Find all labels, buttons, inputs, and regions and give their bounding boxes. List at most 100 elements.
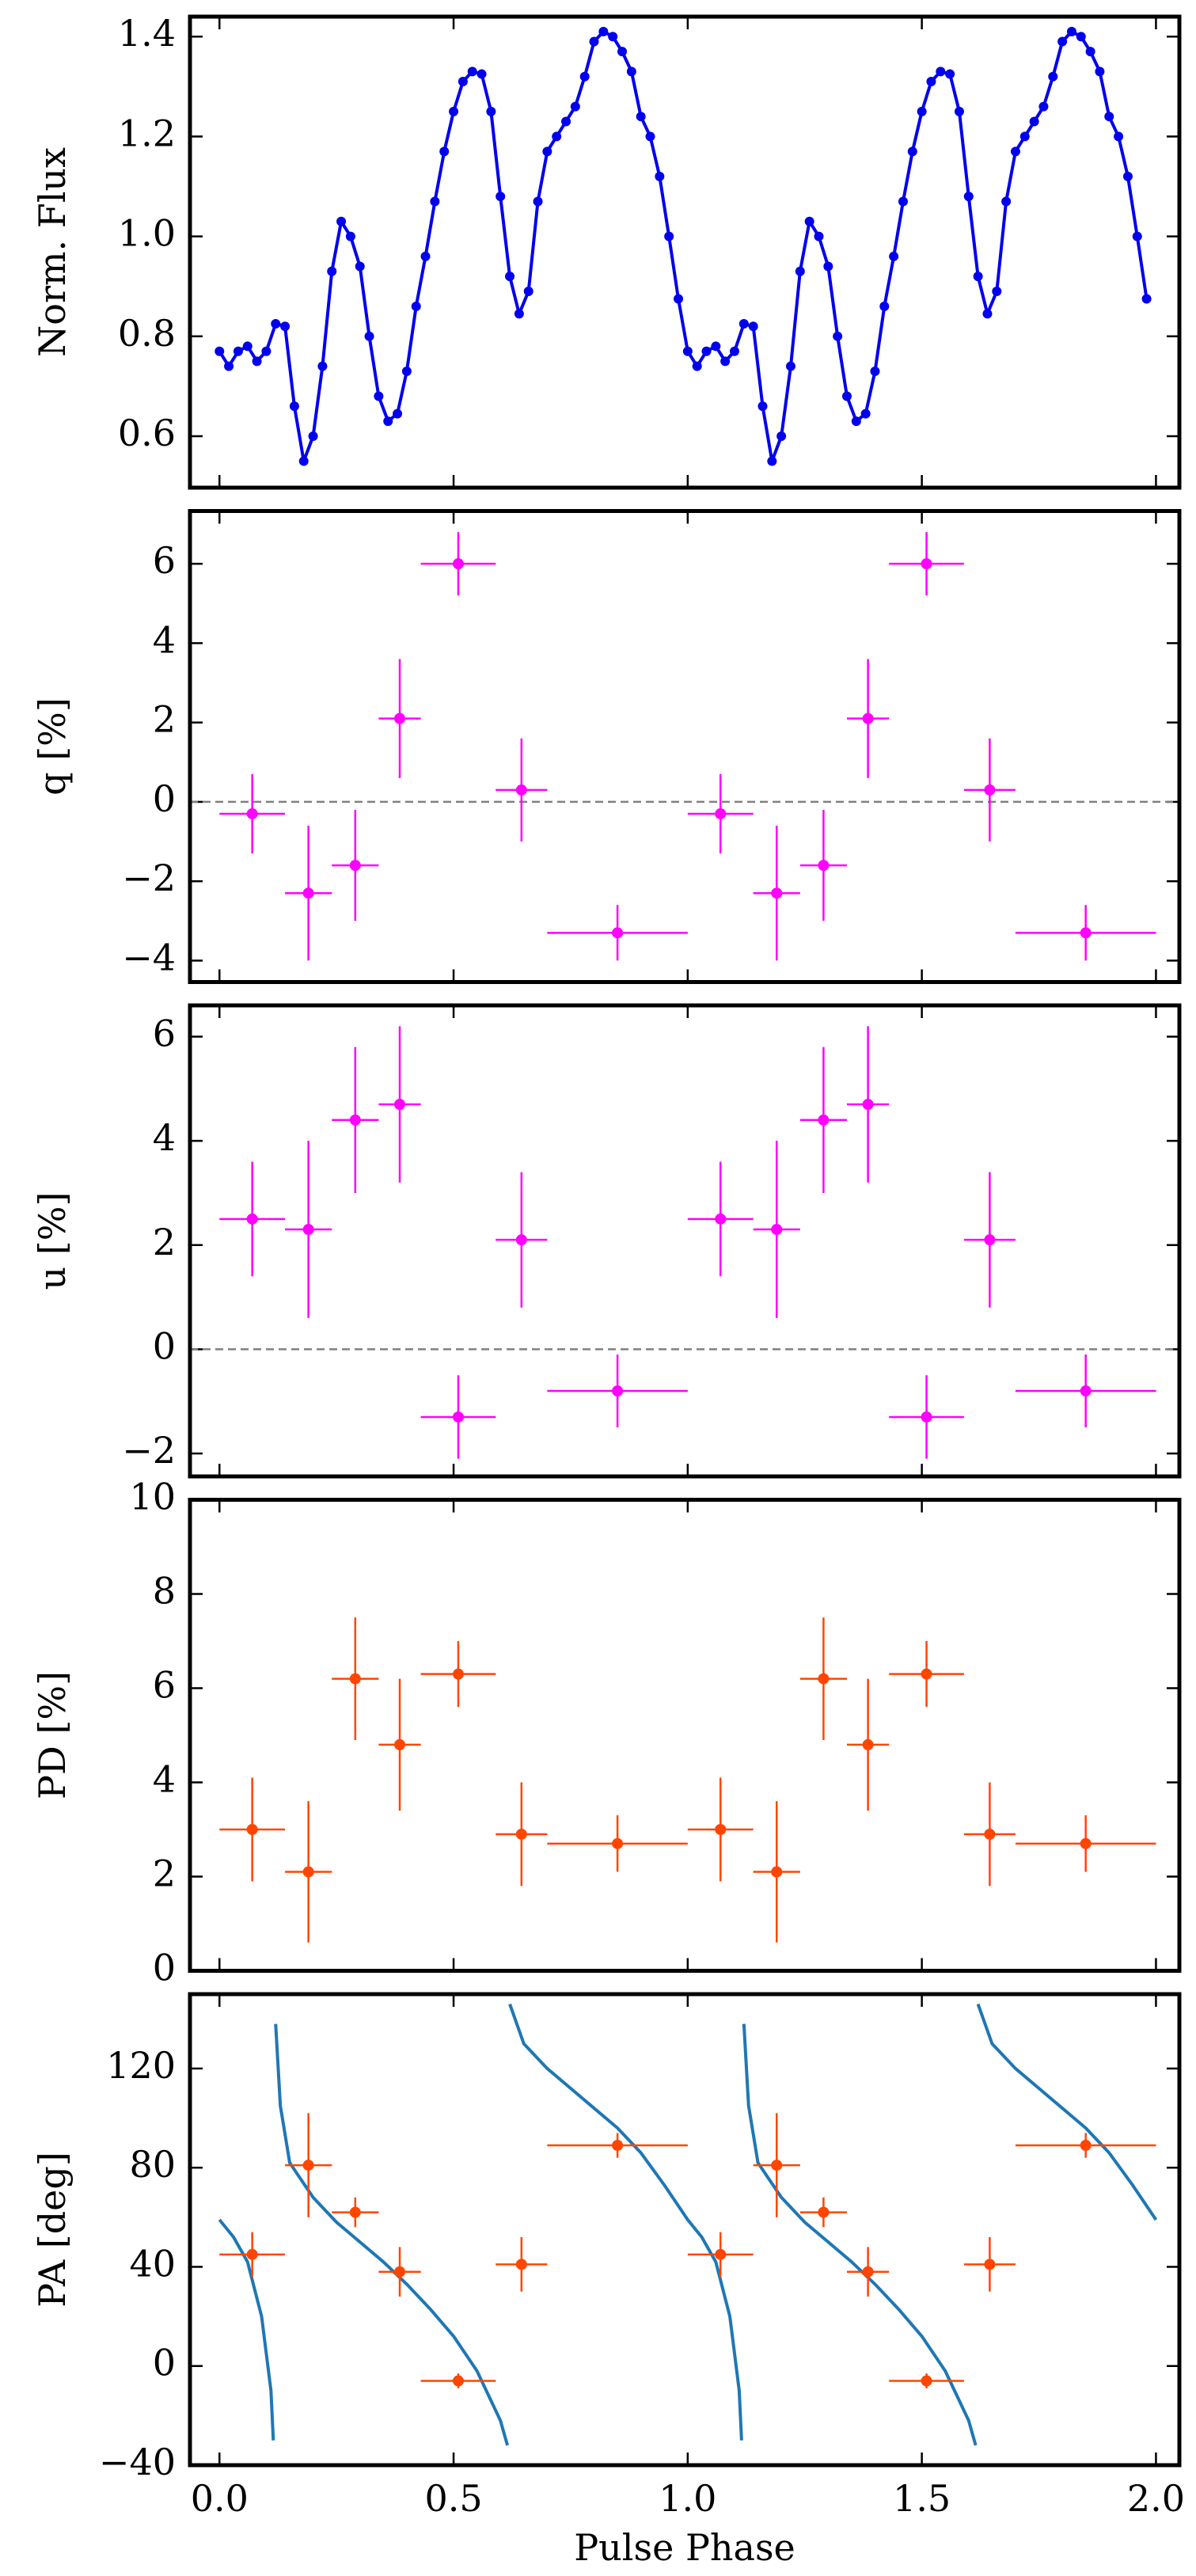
point	[495, 192, 506, 202]
point	[505, 272, 515, 282]
point	[355, 261, 365, 272]
point	[394, 2266, 406, 2278]
y-tick-label: 10	[129, 1476, 176, 1518]
plot-frame	[188, 1003, 1182, 1479]
x-tick-label: 1.5	[893, 2477, 951, 2520]
point	[302, 887, 314, 899]
point	[626, 66, 636, 77]
point	[818, 1114, 830, 1126]
point	[589, 36, 599, 47]
point	[715, 2248, 727, 2260]
point	[715, 1824, 727, 1835]
point	[1080, 2140, 1092, 2152]
point	[327, 266, 337, 276]
point	[608, 32, 618, 42]
y-tick-label: 2	[153, 1852, 176, 1895]
point	[818, 1673, 830, 1685]
point	[1114, 131, 1124, 142]
point	[224, 361, 234, 371]
y-tick-label: −4	[122, 936, 176, 978]
point	[515, 2259, 527, 2270]
point	[514, 309, 524, 319]
line	[218, 29, 1149, 463]
point	[1104, 112, 1114, 122]
point	[317, 361, 328, 371]
plot-frame	[188, 1992, 1182, 2468]
y-axis-label: u [%]	[31, 1192, 74, 1290]
y-tick-label: 4	[153, 618, 176, 661]
point	[598, 26, 609, 36]
point	[757, 401, 768, 412]
point	[552, 131, 562, 142]
x-tick-label: 0.0	[191, 2477, 249, 2520]
point	[692, 361, 702, 371]
point	[449, 106, 459, 116]
point	[862, 2266, 874, 2278]
y-tick-label: 6	[153, 539, 176, 582]
point	[345, 231, 355, 241]
point	[374, 391, 384, 401]
point	[364, 331, 374, 341]
point	[771, 2160, 783, 2171]
point	[636, 112, 646, 122]
point	[795, 266, 805, 276]
point	[984, 2259, 996, 2270]
point	[298, 456, 309, 466]
point	[452, 2375, 464, 2387]
y-tick-label: 1.4	[118, 12, 176, 55]
point	[246, 2248, 258, 2260]
point	[992, 287, 1002, 297]
point	[1080, 1385, 1092, 1397]
y-axis-label: PA [deg]	[31, 2152, 74, 2308]
y-tick-label: 0	[153, 1947, 176, 1989]
point	[771, 887, 783, 899]
point	[1066, 26, 1076, 36]
point	[738, 319, 749, 329]
x-tick-label: 1.0	[659, 2477, 716, 2520]
point	[879, 301, 890, 311]
point	[430, 196, 440, 207]
point	[711, 341, 721, 351]
point	[1085, 47, 1095, 57]
point	[477, 69, 487, 79]
x-tick-label: 2.0	[1127, 2477, 1185, 2520]
y-tick-label: 0	[153, 1324, 176, 1367]
point	[715, 1213, 727, 1225]
y-tick-label: 6	[153, 1664, 176, 1707]
point	[674, 294, 684, 304]
point	[1038, 101, 1049, 112]
point	[804, 216, 814, 226]
y-axis-label: Norm. Flux	[31, 147, 74, 357]
point	[302, 2160, 314, 2171]
point	[486, 106, 496, 116]
point	[730, 346, 740, 356]
point	[818, 2206, 830, 2218]
point	[302, 1866, 314, 1878]
y-tick-label: 40	[129, 2242, 176, 2285]
point	[655, 171, 665, 181]
point	[870, 366, 880, 376]
point	[515, 1828, 527, 1840]
y-tick-label: 2	[153, 698, 176, 741]
point	[349, 2206, 361, 2218]
point	[561, 116, 571, 127]
point	[984, 784, 996, 796]
point	[452, 1411, 464, 1423]
point	[898, 196, 908, 207]
point	[271, 319, 281, 329]
point	[617, 47, 628, 57]
y-axis-label: PD [%]	[31, 1671, 74, 1799]
point	[1057, 36, 1068, 47]
point	[394, 1099, 406, 1111]
point	[515, 1234, 527, 1246]
point	[771, 1866, 783, 1878]
plot-frame	[188, 14, 1182, 490]
point	[860, 408, 871, 419]
point	[420, 251, 431, 261]
y-tick-label: −2	[122, 857, 176, 899]
point	[1048, 71, 1058, 82]
x-axis-label: Pulse Phase	[574, 2526, 795, 2569]
point	[289, 401, 299, 412]
point	[771, 1224, 783, 1236]
point	[767, 456, 777, 466]
